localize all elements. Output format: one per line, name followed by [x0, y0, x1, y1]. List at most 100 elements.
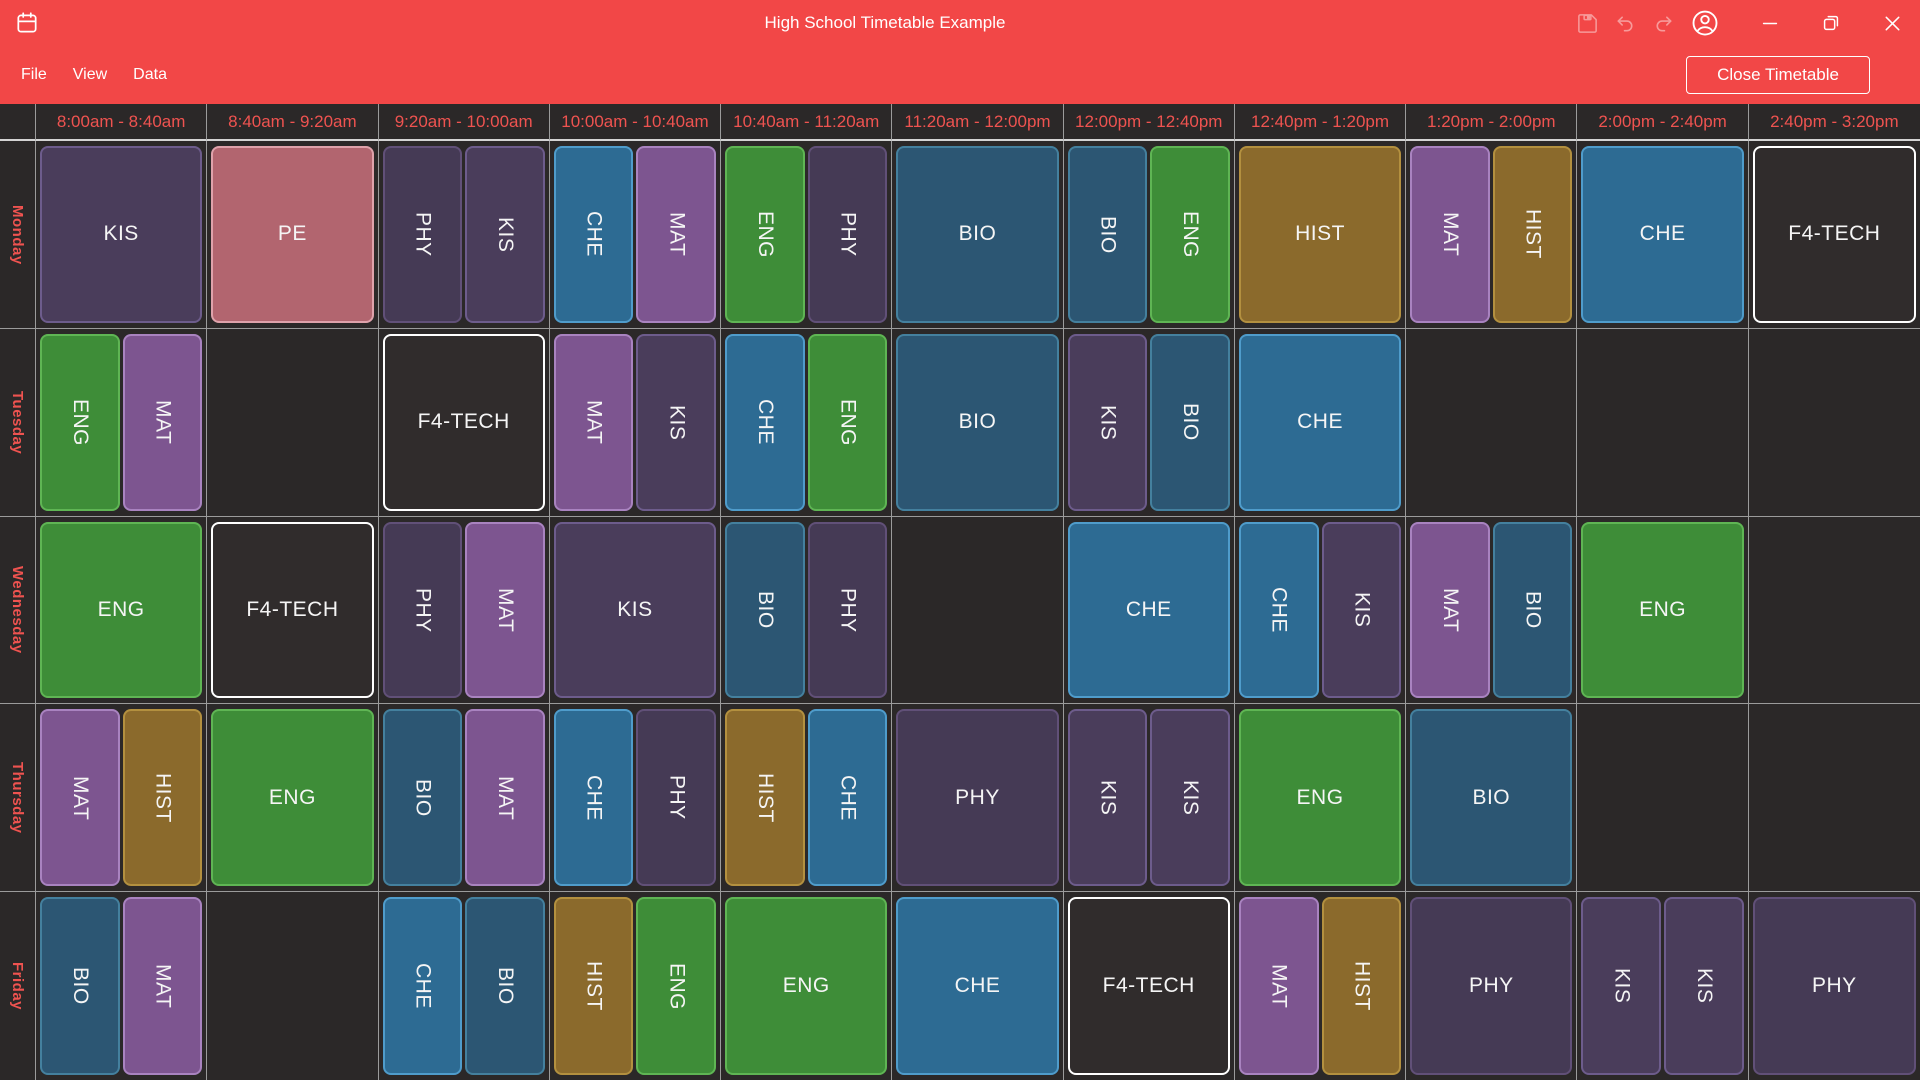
subject-block[interactable]: MAT [122, 333, 203, 511]
timetable-cell[interactable]: MAT HIST [36, 704, 208, 893]
subject-block[interactable]: BIO [725, 521, 805, 699]
subject-block[interactable]: BIO [1067, 146, 1148, 323]
timetable-cell[interactable]: KIS [549, 516, 722, 705]
subject-block[interactable]: MAT [636, 146, 717, 323]
subject-block[interactable]: F4-TECH [1067, 897, 1230, 1075]
timetable-cell[interactable]: KIS BIO [1063, 328, 1235, 517]
subject-block[interactable]: CHE [1238, 521, 1319, 699]
redo-icon[interactable] [1652, 12, 1675, 35]
subject-block[interactable]: KIS [1321, 521, 1402, 699]
timetable-cell[interactable]: HIST CHE [721, 704, 893, 893]
subject-block[interactable]: BIO [1410, 709, 1573, 887]
subject-block[interactable]: PHY [636, 709, 717, 887]
timetable-cell[interactable]: CHE [1577, 141, 1749, 329]
subject-block[interactable]: ENG [40, 333, 120, 511]
subject-block[interactable]: HIST [1238, 146, 1402, 323]
timetable-cell[interactable]: CHE KIS [1234, 516, 1407, 705]
subject-block[interactable]: KIS [465, 146, 545, 323]
save-icon[interactable] [1576, 12, 1599, 35]
subject-block[interactable]: CHE [382, 897, 463, 1075]
timetable-cell[interactable]: ENG [721, 892, 893, 1080]
subject-block[interactable]: CHE [896, 897, 1059, 1075]
subject-block[interactable]: BIO [896, 146, 1059, 323]
timetable-cell[interactable]: BIO [1406, 704, 1578, 893]
subject-block[interactable]: CHE [1238, 333, 1402, 511]
subject-block[interactable]: MAT [40, 709, 120, 887]
subject-block[interactable]: MAT [553, 333, 634, 511]
timetable-cell[interactable]: BIO PHY [721, 516, 893, 705]
subject-block[interactable]: PHY [382, 146, 463, 323]
timetable-cell[interactable]: MAT HIST [1235, 892, 1407, 1080]
subject-block[interactable]: ENG [1238, 709, 1402, 887]
timetable-cell[interactable]: MAT BIO [1406, 516, 1578, 705]
subject-block[interactable]: MAT [465, 521, 545, 699]
subject-block[interactable]: HIST [553, 897, 634, 1075]
subject-block[interactable]: PHY [896, 709, 1059, 887]
timetable-cell[interactable]: ENG [207, 704, 379, 893]
subject-block[interactable]: PE [211, 146, 374, 323]
timetable-cell[interactable]: HIST ENG [550, 892, 722, 1080]
timetable-cell[interactable] [1748, 517, 1920, 705]
subject-block[interactable]: BIO [465, 897, 545, 1075]
subject-block[interactable]: BIO [896, 333, 1059, 511]
timetable-cell[interactable]: ENG MAT [36, 328, 208, 517]
timetable-cell[interactable]: ENG [1577, 516, 1749, 705]
subject-block[interactable]: KIS [636, 333, 717, 511]
subject-block[interactable]: PHY [1410, 897, 1573, 1075]
timetable-cell[interactable] [207, 328, 379, 517]
timetable-cell[interactable]: CHE BIO [379, 892, 550, 1080]
subject-block[interactable]: KIS [1581, 897, 1662, 1075]
timetable-cell[interactable]: PHY [892, 704, 1064, 893]
timetable-cell[interactable]: HIST [1234, 141, 1407, 329]
subject-block[interactable]: HIST [122, 709, 203, 887]
subject-block[interactable]: CHE [553, 709, 634, 887]
timetable-cell[interactable] [1748, 704, 1920, 893]
timetable-cell[interactable]: BIO [892, 328, 1064, 517]
subject-block[interactable]: HIST [725, 709, 805, 887]
timetable-cell[interactable]: ENG PHY [721, 141, 893, 329]
subject-block[interactable]: CHE [725, 333, 805, 511]
timetable-cell[interactable]: MAT KIS [549, 328, 722, 517]
timetable-cell[interactable]: PHY [1406, 892, 1578, 1080]
subject-block[interactable]: KIS [553, 521, 717, 699]
subject-block[interactable]: ENG [1581, 521, 1744, 699]
timetable-cell[interactable]: CHE [1063, 516, 1235, 705]
timetable-cell[interactable]: CHE MAT [549, 141, 722, 329]
subject-block[interactable]: KIS [40, 146, 203, 323]
subject-block[interactable]: KIS [1664, 897, 1744, 1075]
timetable-cell[interactable]: CHE [1234, 328, 1407, 517]
timetable-cell[interactable]: ENG [36, 516, 208, 705]
undo-icon[interactable] [1614, 12, 1637, 35]
timetable-cell[interactable]: BIO [892, 141, 1064, 329]
timetable-cell[interactable]: PHY KIS [378, 141, 550, 329]
timetable-cell[interactable]: KIS KIS [1063, 704, 1235, 893]
timetable-cell[interactable] [1577, 328, 1749, 517]
timetable-cell[interactable]: F4-TECH [1748, 141, 1920, 329]
subject-block[interactable]: CHE [553, 146, 634, 323]
menu-file[interactable]: File [21, 66, 47, 83]
subject-block[interactable]: ENG [807, 333, 888, 511]
close-icon[interactable] [1881, 12, 1904, 35]
subject-block[interactable]: BIO [1150, 333, 1230, 511]
timetable-cell[interactable]: F4-TECH [207, 516, 379, 705]
subject-block[interactable]: MAT [1410, 146, 1490, 323]
timetable-cell[interactable]: CHE PHY [549, 704, 722, 893]
timetable-cell[interactable] [892, 516, 1064, 705]
timetable-cell[interactable]: CHE [892, 892, 1064, 1080]
subject-block[interactable]: ENG [725, 897, 888, 1075]
timetable-cell[interactable]: BIO ENG [1063, 141, 1235, 329]
subject-block[interactable]: CHE [1067, 521, 1230, 699]
subject-block[interactable]: CHE [807, 709, 888, 887]
subject-block[interactable]: ENG [636, 897, 717, 1075]
subject-block[interactable]: MAT [1410, 521, 1490, 699]
subject-block[interactable]: BIO [40, 897, 120, 1075]
subject-block[interactable]: KIS [1067, 333, 1148, 511]
minimize-button[interactable] [1759, 12, 1781, 34]
subject-block[interactable]: KIS [1150, 709, 1230, 887]
subject-block[interactable]: ENG [211, 709, 374, 887]
menu-data[interactable]: Data [133, 66, 167, 83]
timetable-cell[interactable]: F4-TECH [1064, 892, 1235, 1080]
close-timetable-button[interactable]: Close Timetable [1686, 56, 1870, 94]
timetable-cell[interactable]: KIS KIS [1577, 892, 1749, 1080]
subject-block[interactable]: F4-TECH [1752, 146, 1916, 323]
